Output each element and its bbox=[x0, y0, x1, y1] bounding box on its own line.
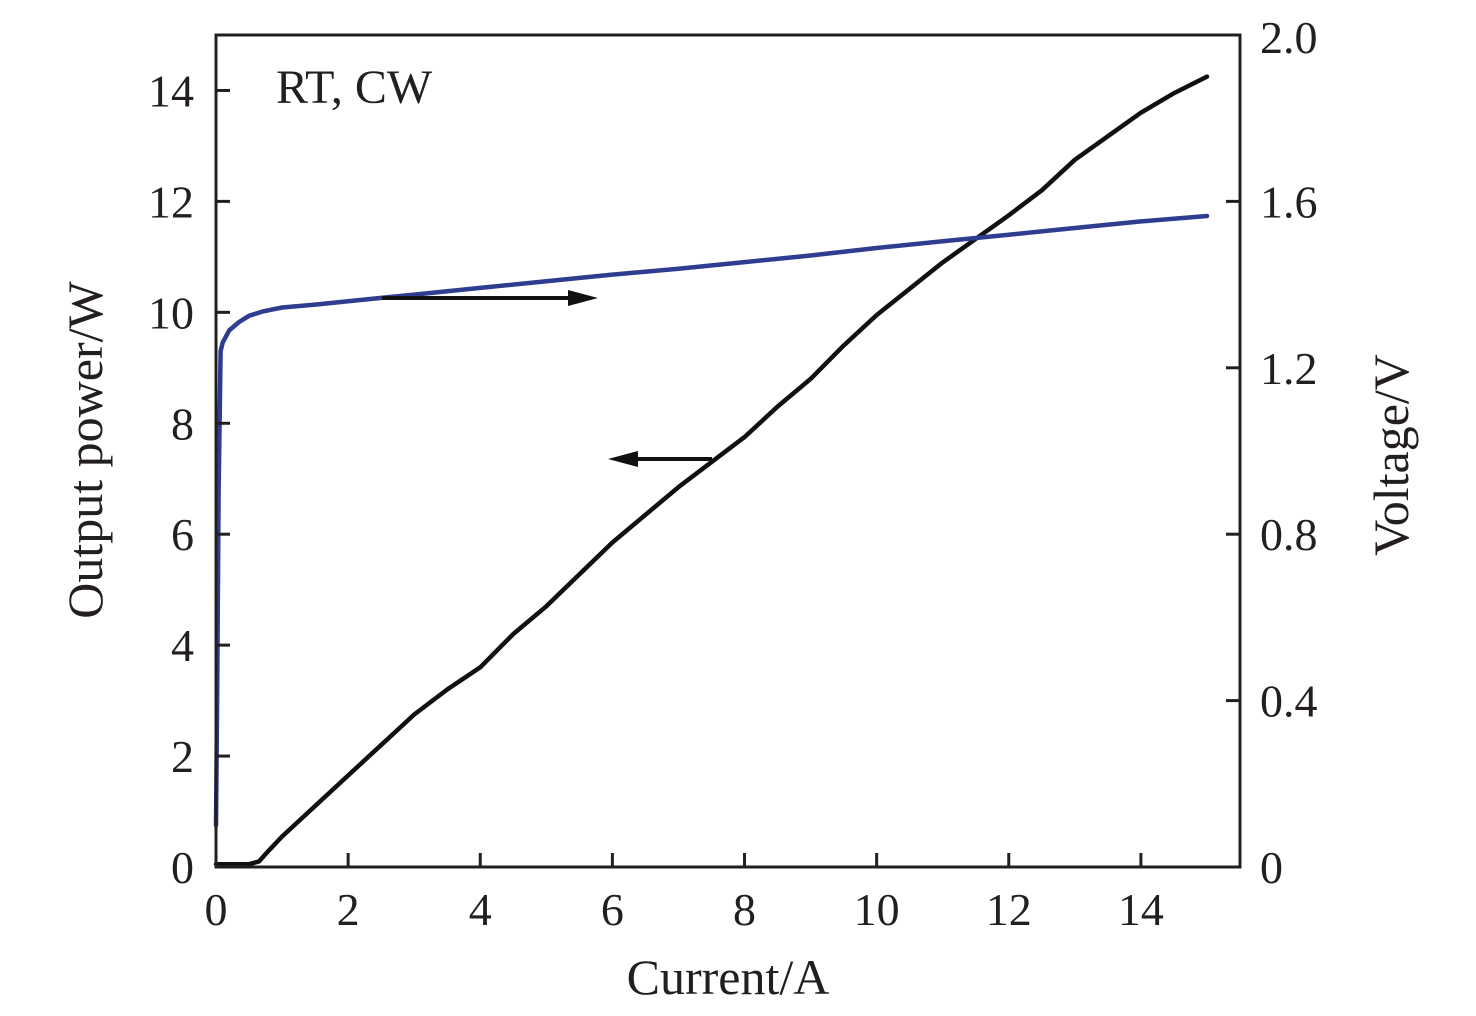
y-right-tick-label: 1.2 bbox=[1260, 343, 1318, 394]
x-axis-label: Current/A bbox=[627, 949, 830, 1005]
plot-marks bbox=[213, 74, 1210, 867]
y-axis-left-label: Output power/W bbox=[57, 280, 113, 618]
condition-annotation: RT, CW bbox=[276, 61, 433, 114]
x-tick-label: 4 bbox=[469, 884, 492, 935]
x-tick-label: 14 bbox=[1118, 884, 1164, 935]
y-axis-right-label: Voltage/V bbox=[1363, 354, 1419, 556]
y-right-tick-label: 2.0 bbox=[1260, 12, 1318, 63]
y-left-tick-label: 6 bbox=[171, 509, 194, 560]
y-left-tick-label: 2 bbox=[171, 731, 194, 782]
power-series-line bbox=[213, 74, 1210, 867]
y-axis-left: 0 2 4 6 8 10 12 14 bbox=[148, 65, 230, 893]
y-left-tick-label: 4 bbox=[171, 620, 194, 671]
x-tick-label: 6 bbox=[601, 884, 624, 935]
y-right-tick-label: 0 bbox=[1260, 842, 1283, 893]
y-axis-right: 0 0.4 0.8 1.2 1.6 2.0 bbox=[1226, 12, 1318, 893]
y-left-tick-label: 8 bbox=[171, 398, 194, 449]
arrow-to-voltage-axis bbox=[382, 290, 598, 306]
x-tick-label: 8 bbox=[733, 884, 756, 935]
x-axis: 0 2 4 6 8 10 12 14 bbox=[205, 853, 1164, 935]
y-left-tick-label: 0 bbox=[171, 842, 194, 893]
x-tick-label: 12 bbox=[986, 884, 1032, 935]
x-tick-label: 0 bbox=[205, 884, 228, 935]
y-right-tick-label: 0.4 bbox=[1260, 676, 1318, 727]
y-right-tick-label: 1.6 bbox=[1260, 176, 1318, 227]
y-left-tick-label: 10 bbox=[148, 287, 194, 338]
y-left-tick-label: 14 bbox=[148, 65, 194, 116]
y-left-tick-label: 12 bbox=[148, 176, 194, 227]
plot-frame bbox=[214, 33, 1242, 869]
x-tick-label: 10 bbox=[854, 884, 900, 935]
x-tick-label: 2 bbox=[337, 884, 360, 935]
y-right-tick-label: 0.8 bbox=[1260, 509, 1318, 560]
voltage-series-line bbox=[213, 213, 1210, 828]
arrow-to-power-axis bbox=[608, 451, 712, 467]
